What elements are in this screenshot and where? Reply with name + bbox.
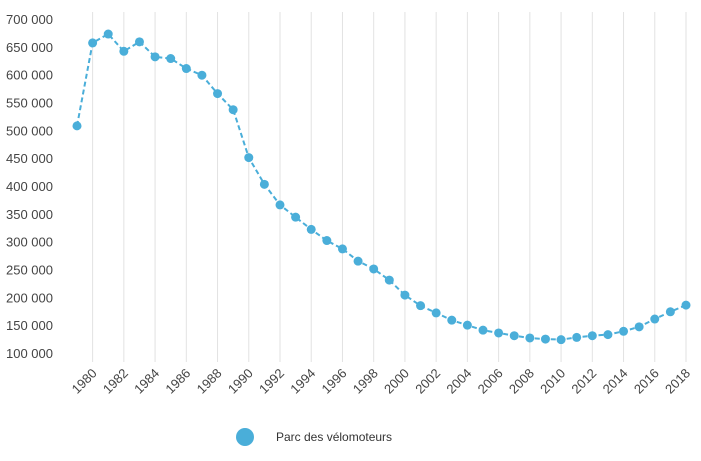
x-tick-label-1996: 1996: [319, 366, 350, 397]
y-tick-label-450000: 450 000: [6, 151, 53, 166]
data-point-2004: [462, 320, 472, 330]
data-point-2007: [509, 331, 519, 341]
x-tick-label-2004: 2004: [443, 366, 474, 397]
x-tick-label-1994: 1994: [287, 366, 318, 397]
x-tick-label-2018: 2018: [662, 366, 693, 397]
data-point-2017: [665, 307, 675, 317]
data-point-2015: [634, 322, 644, 332]
x-axis-ticks: 1980 1982 1984 1986 1988 1990 1992 1994 1996 1998…: [69, 366, 693, 397]
x-tick-label-1986: 1986: [162, 366, 193, 397]
data-point-1987: [197, 70, 207, 80]
data-point-1997: [353, 256, 363, 266]
y-tick-label-600000: 600 000: [6, 68, 53, 83]
x-tick-label-1984: 1984: [131, 366, 162, 397]
x-tick-label-2006: 2006: [475, 366, 506, 397]
grid-layer: [92, 12, 687, 362]
data-point-1986: [181, 64, 191, 74]
x-tick-label-2012: 2012: [568, 366, 599, 397]
y-tick-label-150000: 150 000: [6, 318, 53, 333]
y-tick-label-100000: 100 000: [6, 346, 53, 361]
data-point-1992: [275, 200, 285, 210]
data-point-1995: [322, 236, 332, 246]
x-tick-label-2010: 2010: [537, 366, 568, 397]
data-point-2001: [416, 301, 426, 311]
data-point-2016: [650, 314, 660, 324]
legend-swatch: [236, 428, 254, 446]
x-tick-label-1988: 1988: [194, 366, 225, 397]
y-tick-label-650000: 650 000: [6, 40, 53, 55]
data-point-2009: [540, 334, 550, 344]
y-tick-label-350000: 350 000: [6, 207, 53, 222]
data-point-1994: [306, 224, 316, 234]
x-tick-label-2000: 2000: [381, 366, 412, 397]
x-tick-label-1998: 1998: [350, 366, 381, 397]
data-point-1985: [166, 54, 176, 64]
data-point-2013: [603, 330, 613, 340]
y-axis-ticks: 100 000 150 000 200 000 250 000 300 000 350 0…: [6, 12, 53, 361]
data-point-2006: [494, 328, 504, 338]
y-tick-label-300000: 300 000: [6, 235, 53, 250]
data-point-2011: [572, 332, 582, 342]
y-tick-label-200000: 200 000: [6, 290, 53, 305]
x-tick-label-2008: 2008: [506, 366, 537, 397]
data-point-1998: [369, 264, 379, 274]
data-point-1980: [88, 38, 98, 48]
data-point-1993: [291, 212, 301, 222]
data-point-2000: [400, 290, 410, 300]
y-tick-label-550000: 550 000: [6, 96, 53, 111]
y-tick-label-250000: 250 000: [6, 263, 53, 278]
data-point-2018: [681, 300, 691, 310]
data-point-2014: [619, 326, 629, 336]
series-layer: [72, 29, 691, 345]
data-point-1984: [150, 52, 160, 62]
data-point-2008: [525, 333, 535, 343]
data-point-2002: [431, 308, 441, 318]
y-tick-label-700000: 700 000: [6, 12, 53, 27]
data-point-1999: [384, 275, 394, 285]
x-tick-label-1992: 1992: [256, 366, 287, 397]
data-point-2010: [556, 335, 566, 345]
data-point-2003: [447, 315, 457, 325]
data-point-1991: [259, 179, 269, 189]
data-point-1988: [213, 89, 223, 99]
data-point-2012: [587, 331, 597, 341]
legend: Parc des vélomoteurs: [236, 426, 392, 448]
data-point-1981: [103, 29, 113, 39]
data-point-1996: [337, 244, 347, 254]
y-tick-label-500000: 500 000: [6, 123, 53, 138]
x-tick-label-1982: 1982: [100, 366, 131, 397]
data-point-2005: [478, 325, 488, 335]
x-tick-label-1980: 1980: [69, 366, 100, 397]
y-tick-label-400000: 400 000: [6, 179, 53, 194]
x-tick-label-2002: 2002: [412, 366, 443, 397]
data-point-1990: [244, 153, 254, 163]
x-tick-label-2014: 2014: [600, 366, 631, 397]
legend-label: Parc des vélomoteurs: [276, 430, 393, 444]
data-point-1983: [134, 37, 144, 47]
data-point-1979: [72, 121, 82, 131]
series-line-0: [76, 33, 687, 341]
x-tick-label-2016: 2016: [631, 366, 662, 397]
x-tick-label-1990: 1990: [225, 366, 256, 397]
data-point-1989: [228, 105, 238, 115]
data-point-1982: [119, 46, 129, 56]
